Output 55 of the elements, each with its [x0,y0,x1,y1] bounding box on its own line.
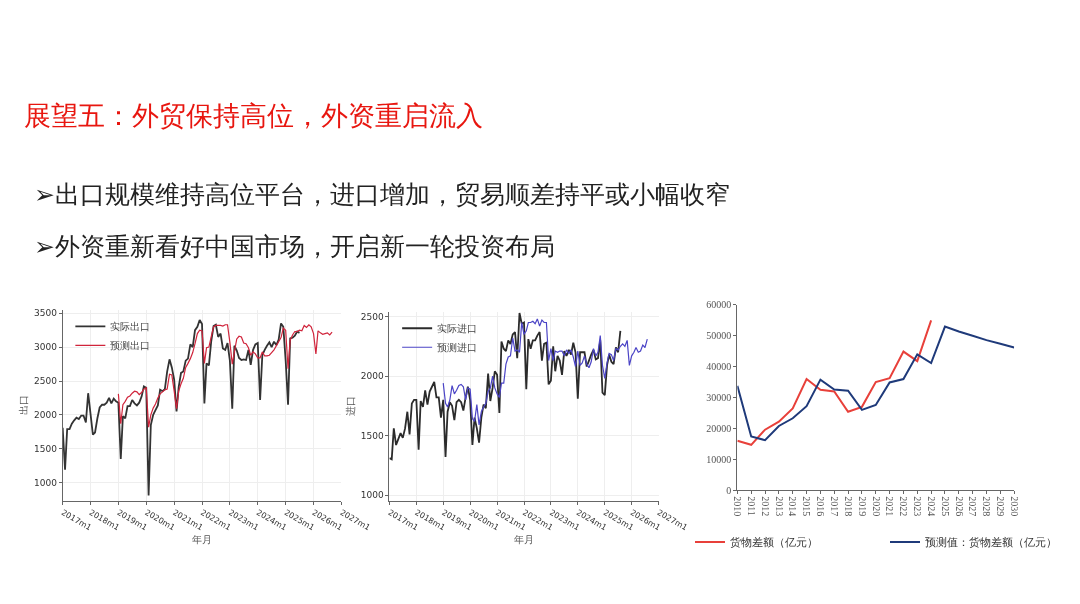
x-tick-label: 2026 [953,496,965,517]
x-tick-label: 2014 [787,496,799,517]
legend-label: 实际出口 [110,321,151,333]
y-tick-label: 1000 [33,477,58,488]
legend-label: 预测进口 [437,342,478,354]
y-tick-label: 50000 [706,330,732,342]
y-tick-label: 2000 [360,371,384,382]
chart-title: 展望五：外贸保持高位，外资重启流入 [24,100,483,131]
legend-label: 预测值：货物差额（亿元） [925,536,1057,549]
x-tick-label: 2018 [842,496,854,517]
y-tick-label: 40000 [706,361,732,373]
text: ➢外资重新看好中国市场，开启新一轮投资布局 [34,232,555,261]
x-tick-label: 2028 [981,496,993,517]
y-tick-label: 30000 [706,392,732,404]
x-tick-label: 2023 [912,496,924,517]
y-tick-label: 2500 [360,311,384,322]
y-tick-label: 1000 [360,490,384,501]
x-axis-title: 年月 [514,533,534,545]
line-series [737,325,1015,442]
legend-label: 预测出口 [110,340,151,352]
legend-label: 实际进口 [437,323,478,335]
x-tick-label: 2020 [870,496,882,517]
y-tick-label: 2500 [33,376,58,387]
x-tick-label: 2011 [745,496,757,516]
y-tick-label: 2000 [33,410,58,421]
legend-label: 货物差额（亿元） [730,536,818,549]
x-tick-label: 2027 [967,496,979,517]
line-series [62,319,301,497]
x-tick-label: 2021 [884,496,896,517]
x-axis-title: 年月 [192,533,213,545]
x-tick-label: 2029 [995,496,1007,517]
x-tick-label: 2010 [732,496,744,517]
text: ➢出口规模维持高位平台，进口增加，贸易顺差持平或小幅收窄 [34,180,730,209]
x-tick-label: 2013 [773,496,785,517]
line-series [737,319,933,446]
y-tick-label: 20000 [706,422,732,434]
x-tick-label: 2022 [898,496,910,517]
y-tick-label: 1500 [360,430,384,441]
x-tick-label: 2030 [1008,496,1020,517]
y-axis-title: 出口 [17,395,29,416]
line-series [389,312,622,461]
y-axis-title: 进口 [344,396,356,417]
y-tick-label: 0 [726,484,732,496]
x-tick-label: 2024 [925,496,937,517]
x-tick-label: 2019 [856,496,868,517]
x-tick-label: 2015 [801,496,813,517]
y-tick-label: 1500 [33,443,58,454]
x-tick-label: 2016 [815,496,827,517]
x-tick-label: 2017 [829,496,840,517]
x-tick-label: 2025 [939,496,951,517]
y-tick-label: 3500 [33,308,58,319]
y-tick-label: 60000 [706,299,732,311]
y-tick-label: 10000 [706,453,732,465]
x-tick-label: 2012 [759,496,771,517]
y-tick-label: 3000 [33,342,58,353]
